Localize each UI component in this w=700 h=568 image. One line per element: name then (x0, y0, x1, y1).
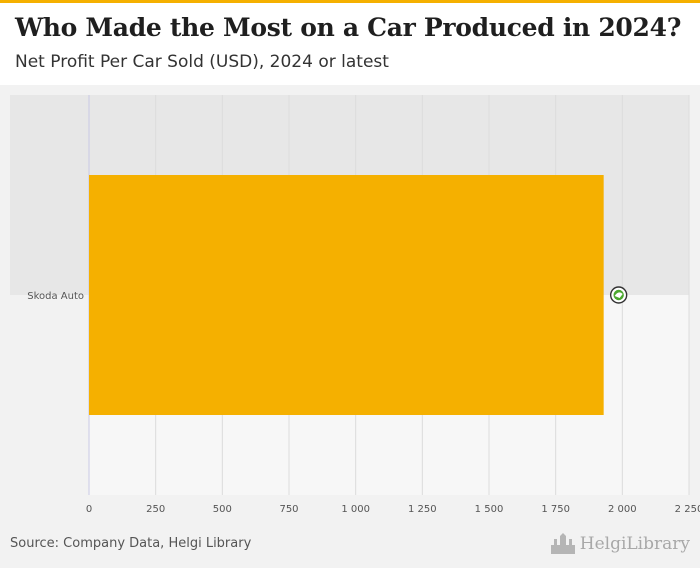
chart-subtitle: Net Profit Per Car Sold (USD), 2024 or l… (15, 52, 389, 72)
x-tick-label: 1 500 (475, 504, 504, 515)
chart-header: Who Made the Most on a Car Produced in 2… (0, 3, 700, 85)
top-accent-bar (0, 0, 700, 3)
x-tick-label: 1 000 (341, 504, 370, 515)
x-tick-label: 1 250 (408, 504, 437, 515)
x-tick-label: 750 (279, 504, 298, 515)
x-tick-label: 2 250 (675, 504, 700, 515)
source-note: Source: Company Data, Helgi Library (10, 536, 252, 551)
brand-name: HelgiLibrary (579, 534, 690, 554)
x-tick-label: 0 (86, 504, 92, 515)
library-building-icon (550, 533, 575, 554)
chart-area: Skoda Auto 0 250 500 750 1 000 1 250 1 500 1 75… (0, 85, 700, 525)
chart-title: Who Made the Most on a Car Produced in 2… (15, 13, 682, 42)
x-tick-label: 2 000 (608, 504, 637, 515)
bar-chart: Skoda Auto 0 250 500 750 1 000 1 250 1 500 1 75… (10, 95, 700, 515)
brand-logo: HelgiLibrary (550, 532, 690, 556)
x-tick-label: 500 (213, 504, 232, 515)
x-tick-label: 250 (146, 504, 165, 515)
category-label: Skoda Auto (27, 291, 84, 302)
skoda-logo-icon (609, 286, 628, 304)
bar (89, 175, 604, 415)
x-tick-label: 1 750 (541, 504, 570, 515)
